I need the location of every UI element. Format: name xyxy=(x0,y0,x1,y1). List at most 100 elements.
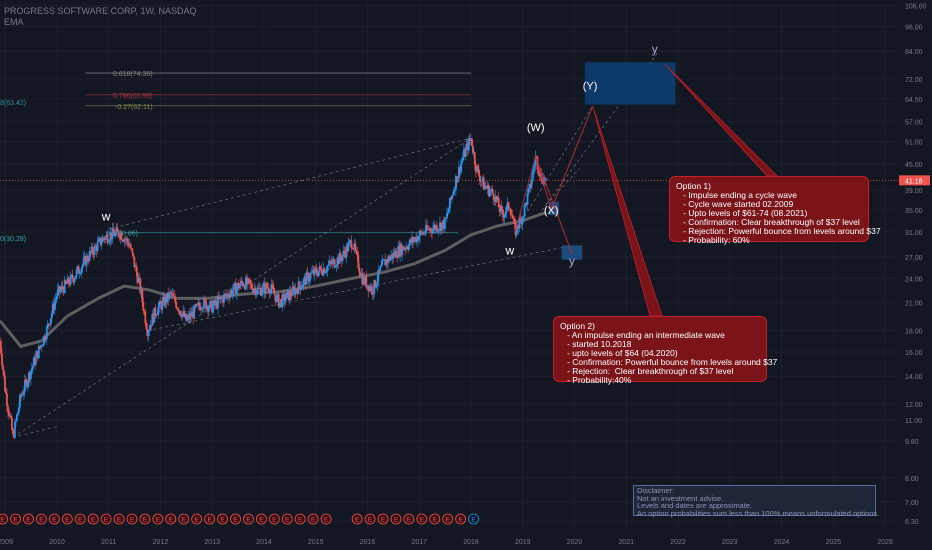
candle-body xyxy=(197,302,199,305)
candle-body xyxy=(469,138,472,141)
price-tick-label: 21.00 xyxy=(905,301,923,308)
candle-body xyxy=(229,293,231,299)
earnings-marker xyxy=(294,513,306,525)
earnings-marker-label: E xyxy=(311,517,316,524)
indicator-label[interactable]: EMA xyxy=(4,17,24,27)
candle-body xyxy=(62,288,65,294)
price-axis[interactable]: 108.00 96.00 84.00 72.00 64.50 57.00 51.00 45.0… xyxy=(898,0,932,550)
earnings-marker-label: E xyxy=(220,517,225,524)
candle-body xyxy=(346,245,349,252)
candle-body xyxy=(199,306,201,310)
time-tick-label: 2025 xyxy=(826,539,842,546)
candle-body xyxy=(206,306,208,310)
candle-body xyxy=(235,287,238,295)
candle-body xyxy=(457,166,460,177)
price-tick-label: 14.00 xyxy=(905,374,923,381)
candle-body xyxy=(494,195,497,203)
candle-body xyxy=(78,273,81,275)
candle-body xyxy=(102,237,105,239)
candle-body xyxy=(512,218,515,220)
earnings-marker-label: E xyxy=(446,517,451,524)
candle-body xyxy=(129,244,132,249)
earnings-marker xyxy=(191,513,203,525)
earnings-marker xyxy=(178,513,190,525)
channel-line xyxy=(108,137,472,230)
price-tick-label: 24.00 xyxy=(905,276,923,283)
earnings-marker-label: E xyxy=(13,517,18,524)
candle-body xyxy=(391,254,394,259)
candle-body xyxy=(160,303,163,310)
candle-body xyxy=(212,305,214,313)
candle-body xyxy=(76,266,79,270)
candle-body xyxy=(284,298,287,302)
candle-body xyxy=(8,410,10,416)
option-2-pointer xyxy=(592,105,663,317)
candle-body xyxy=(88,251,91,261)
candle-body xyxy=(342,250,345,256)
price-tick-label: 84.00 xyxy=(905,49,923,56)
target-boxes xyxy=(548,62,676,260)
candle-body xyxy=(401,246,404,256)
candle-body xyxy=(437,230,439,232)
channel-line xyxy=(12,137,472,438)
candle-body xyxy=(150,325,153,326)
candle-body xyxy=(187,315,190,319)
candle-body xyxy=(115,227,118,232)
candle-body xyxy=(446,213,448,219)
candle-body xyxy=(220,297,222,299)
price-tick-label: 7.00 xyxy=(905,500,919,507)
candle-body xyxy=(441,223,443,231)
earnings-marker-label: E xyxy=(368,517,373,524)
time-axis[interactable]: 2009 2010 2011 2012 2013 2014 2015 2016 2017 2018… xyxy=(0,530,932,550)
candle-body xyxy=(230,290,232,294)
candle-body xyxy=(509,209,512,215)
candle-body xyxy=(333,259,336,268)
earnings-marker-label: E xyxy=(0,517,5,524)
earnings-marker xyxy=(87,513,99,525)
candle-body xyxy=(377,269,380,282)
candle-body xyxy=(106,234,109,243)
price-tick-label: 12.00 xyxy=(905,402,923,409)
candle-body xyxy=(359,272,362,277)
candle-body xyxy=(295,288,298,291)
earnings-marker xyxy=(10,513,21,525)
channel-line xyxy=(12,426,58,438)
price-tick-label: 108.00 xyxy=(905,3,927,10)
candle-body xyxy=(5,391,7,394)
candle-body xyxy=(27,372,30,382)
candle-body xyxy=(538,173,541,177)
candle-body xyxy=(369,286,372,291)
option-2-line: - upto levels of $64 (04.2020) xyxy=(560,348,678,358)
candle-body xyxy=(375,285,378,288)
candle-body xyxy=(28,372,31,380)
candle-body xyxy=(290,295,293,297)
candle-body xyxy=(190,313,193,317)
candle-body xyxy=(329,260,332,263)
candle-body xyxy=(341,255,344,262)
candle-body xyxy=(177,308,180,312)
price-axis-bg xyxy=(898,0,932,550)
time-tick-label: 2020 xyxy=(567,539,583,546)
option-1-line: - Impulse ending a cycle wave xyxy=(676,190,797,200)
candle-body xyxy=(93,245,96,255)
candle-body xyxy=(124,239,127,241)
candle-body xyxy=(271,284,274,288)
candle-body xyxy=(77,266,80,274)
fib-level-label: 0(30.28) xyxy=(0,236,26,243)
candle-body xyxy=(49,318,52,325)
candle-body xyxy=(317,271,320,277)
candle-body xyxy=(224,294,226,295)
time-tick-label: 2014 xyxy=(256,539,272,546)
earnings-marker-label: E xyxy=(458,517,463,524)
candle-body xyxy=(460,160,463,165)
symbol-title: PROGRESS SOFTWARE CORP, 1W, NASDAQ xyxy=(4,6,197,16)
candle-body xyxy=(89,251,92,253)
candle-body xyxy=(214,300,216,305)
candle-body xyxy=(99,237,102,245)
price-tick-label: 45.00 xyxy=(905,162,923,169)
candle-body xyxy=(226,293,228,296)
candle-body xyxy=(240,280,243,283)
candle-body xyxy=(217,296,219,309)
candle-body xyxy=(537,169,540,174)
